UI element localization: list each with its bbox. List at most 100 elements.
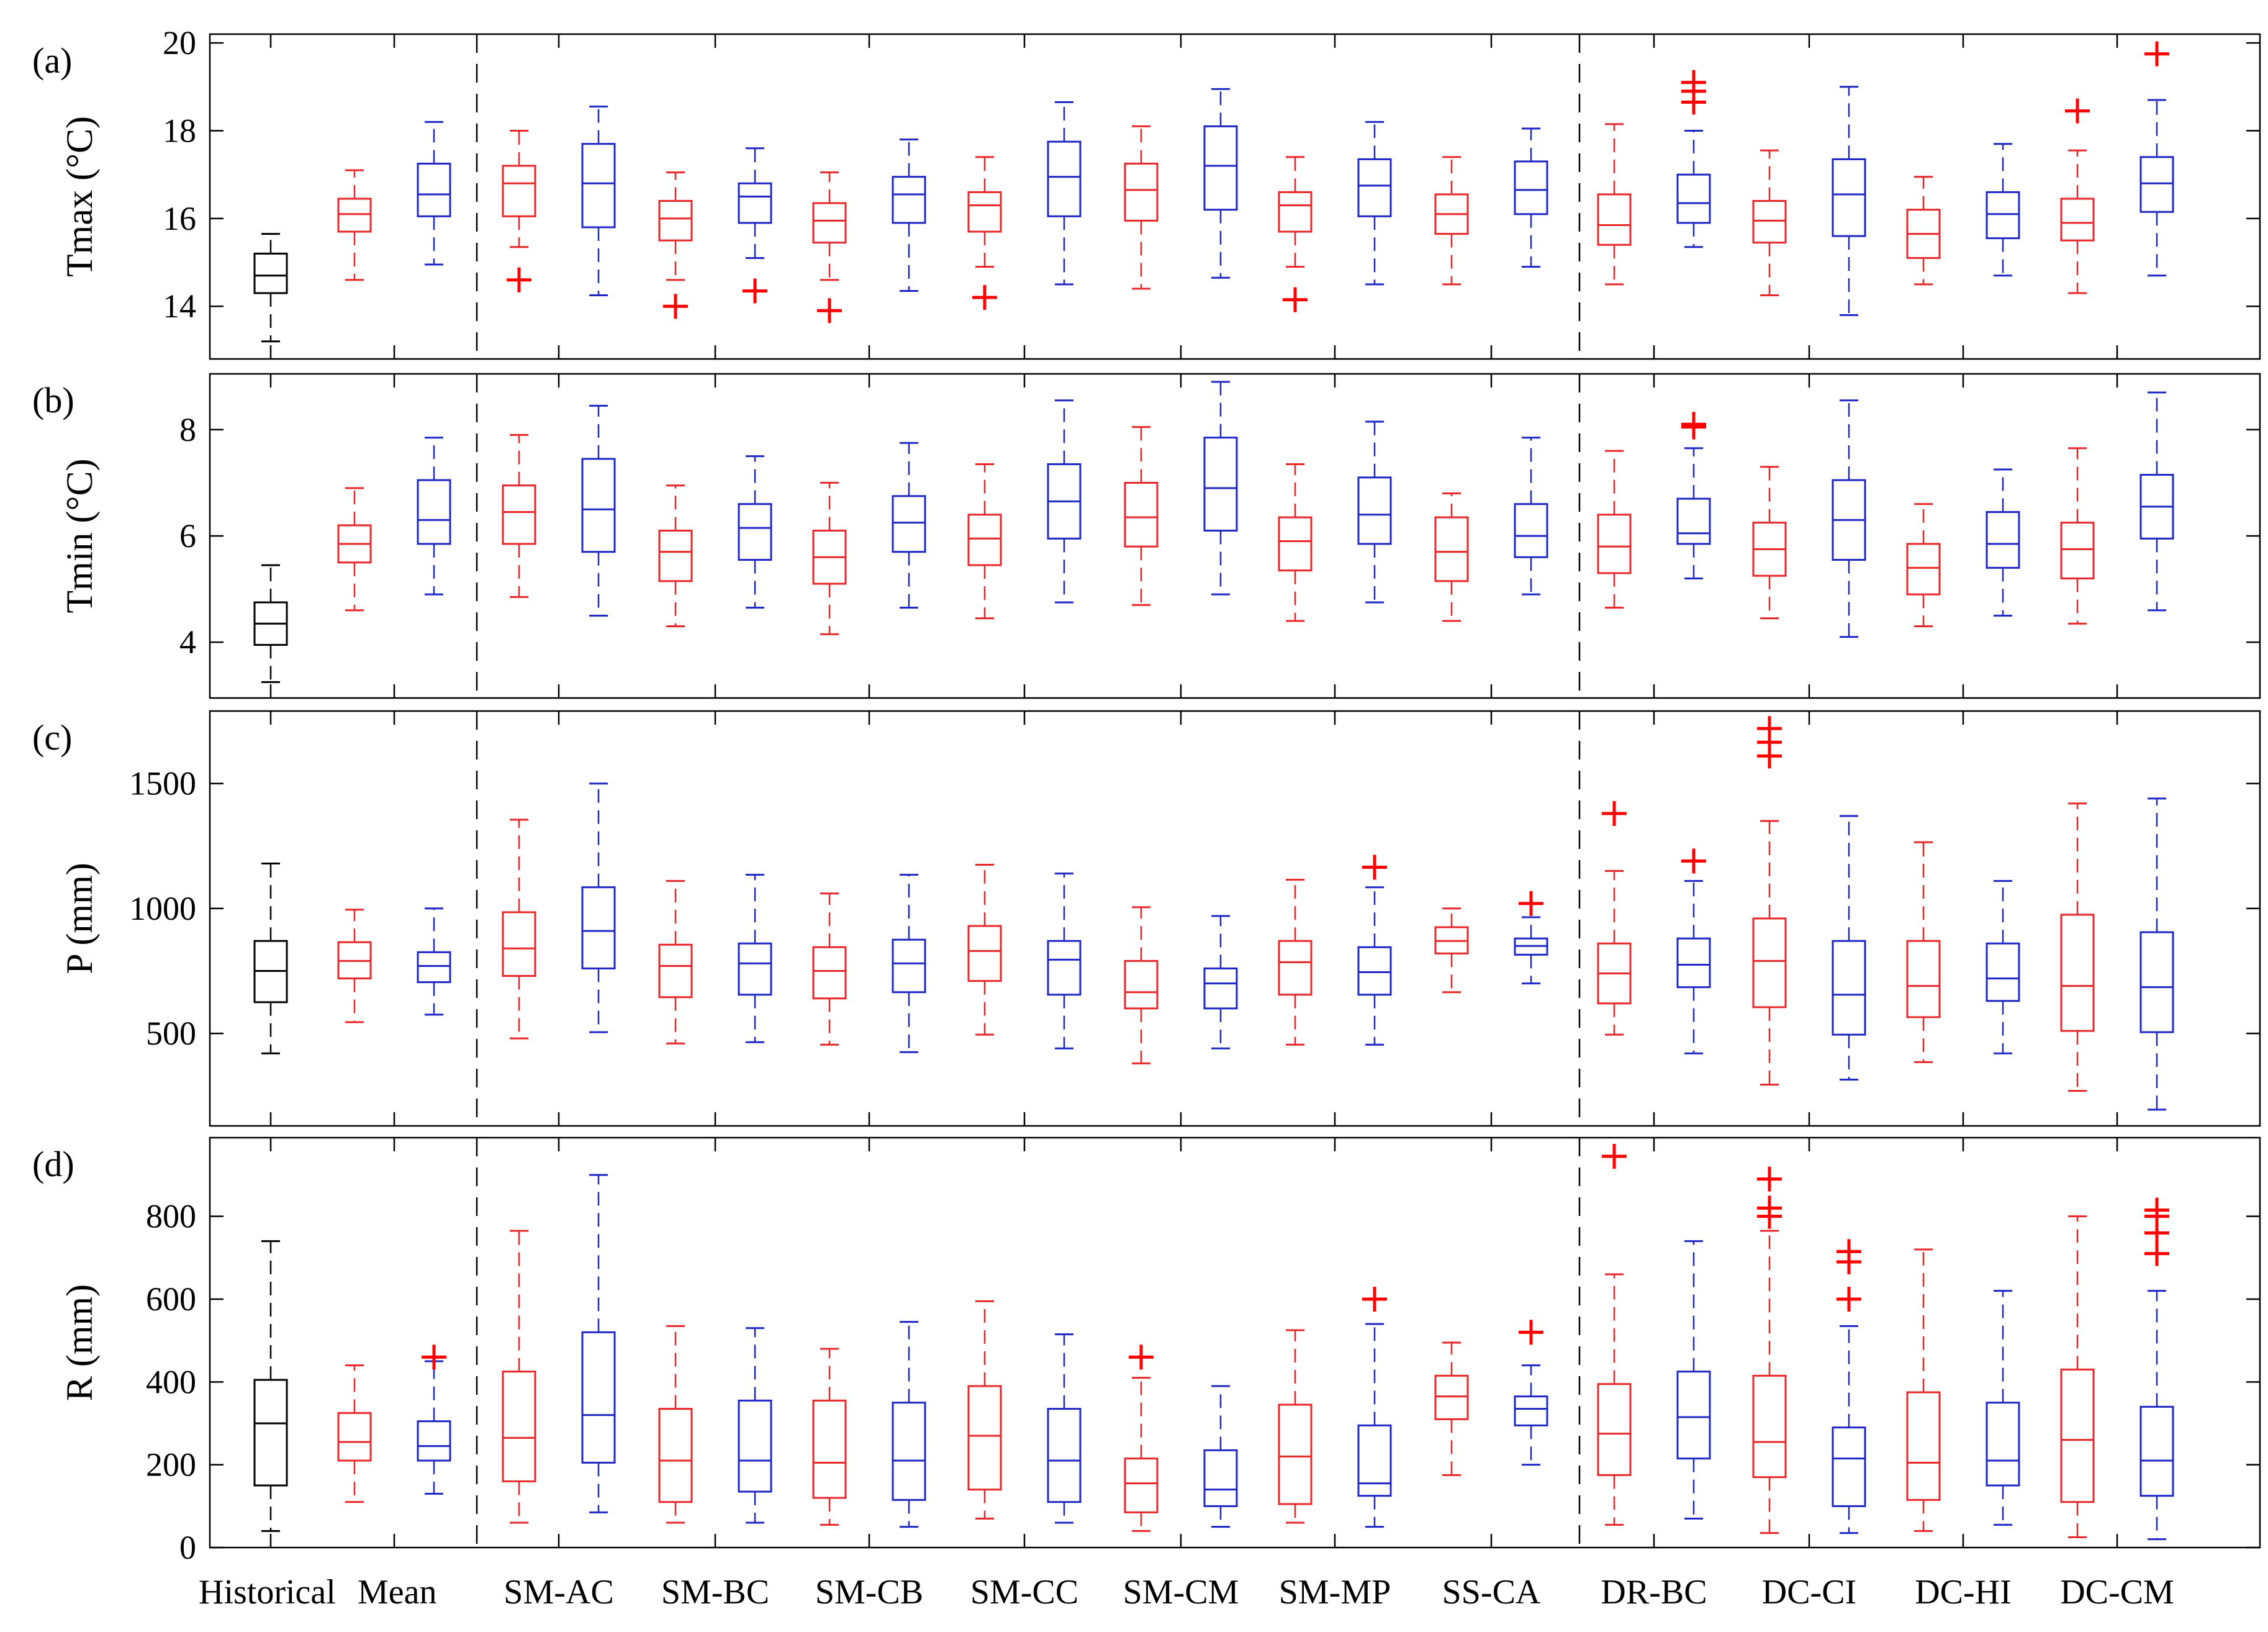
iqr-box [812, 946, 847, 1000]
iqr-box [1832, 1426, 1866, 1507]
box-historical-black [253, 233, 288, 343]
box-sm-bc-blue [738, 147, 772, 304]
iqr-box [1986, 1402, 2020, 1487]
box-ss-ca-red [1434, 1341, 1469, 1476]
box-sm-ac-red [502, 433, 536, 598]
box-dc-hi-red [1906, 841, 1941, 1063]
box-sm-cm-red [1124, 1344, 1159, 1532]
iqr-box [502, 911, 536, 977]
outlier-marker [972, 285, 997, 311]
box-dc-ci-red [1752, 1166, 1787, 1535]
box-mean-red [337, 169, 372, 281]
x-tick-label: DC-CM [2060, 1573, 2174, 1612]
iqr-box [417, 479, 451, 545]
iqr-box [581, 458, 616, 553]
panel-label: (a) [32, 40, 72, 81]
iqr-box [1514, 160, 1548, 215]
iqr-box [2060, 1368, 2095, 1503]
box-sm-ac-red [502, 818, 536, 1040]
iqr-box [1752, 200, 1787, 244]
box-sm-ac-blue [581, 782, 616, 1033]
iqr-box [1124, 162, 1159, 222]
outlier-marker [1602, 800, 1627, 826]
box-sm-cb-blue [892, 442, 926, 609]
iqr-box [1986, 191, 2020, 240]
iqr-box [581, 1331, 616, 1464]
x-tick-label: SM-BC [661, 1573, 769, 1612]
panel-c: 500 1000 1500 (c) P (mm) [32, 710, 2261, 1127]
iqr-box [1752, 917, 1787, 1009]
y-tick-label: 6 [179, 517, 196, 555]
iqr-box [892, 176, 926, 224]
panel-label: (c) [32, 717, 72, 758]
outlier-marker [1602, 1144, 1627, 1169]
outlier-marker [2065, 98, 2090, 124]
y-tick-label: 1500 [129, 765, 196, 802]
iqr-box [1047, 140, 1082, 217]
panel-label: (d) [32, 1144, 75, 1184]
iqr-box [581, 886, 616, 969]
iqr-box [812, 202, 847, 244]
panels: 14 16 18 20 (a) Tmax (°C) 4 6 8 (b) Tmin (°C) 500 10… [32, 24, 2261, 1566]
iqr-box [337, 197, 372, 233]
box-ss-ca-red [1434, 907, 1469, 994]
box-sm-mp-red [1278, 1329, 1312, 1524]
iqr-box [417, 1420, 451, 1462]
iqr-box [1906, 940, 1941, 1018]
box-sm-mp-red [1278, 463, 1312, 622]
iqr-box [502, 1371, 536, 1482]
box-sm-mp-blue [1357, 120, 1392, 286]
box-ss-ca-blue [1514, 891, 1548, 985]
x-tick-label: Historical [199, 1573, 336, 1612]
outlier-marker [1837, 1239, 1861, 1264]
box-dc-ci-red [1752, 716, 1787, 1086]
box-dc-cm-blue [2139, 797, 2174, 1111]
iqr-box [658, 1408, 693, 1503]
outlier-marker [2144, 41, 2169, 66]
box-sm-mp-blue [1357, 1287, 1392, 1528]
outlier-marker [507, 267, 531, 292]
box-dc-hi-blue [1986, 468, 2020, 617]
y-tick-label: 0 [179, 1529, 196, 1566]
iqr-box [417, 951, 451, 984]
outlier-marker [1129, 1344, 1154, 1370]
box-sm-cm-red [1124, 125, 1159, 290]
box-sm-ac-blue [581, 1174, 616, 1513]
box-dr-bc-blue [1676, 848, 1711, 1054]
x-tick-label: SM-AC [504, 1573, 613, 1612]
outlier-marker [1757, 716, 1782, 741]
iqr-box [1278, 940, 1312, 996]
iqr-box [1357, 1424, 1392, 1497]
y-axis-label: R (mm) [59, 1284, 100, 1401]
outlier-marker [2144, 1241, 2169, 1266]
iqr-box [1986, 510, 2020, 569]
outlier-marker [1362, 855, 1387, 880]
box-sm-cb-blue [892, 138, 926, 292]
iqr-box [502, 165, 536, 217]
y-tick-label: 4 [179, 623, 196, 661]
box-sm-cm-blue [1203, 915, 1238, 1049]
iqr-box [502, 484, 536, 545]
iqr-box [1434, 1374, 1469, 1420]
outlier-marker [1362, 1287, 1387, 1312]
box-sm-mp-red [1278, 879, 1312, 1046]
outlier-marker [1681, 412, 1706, 437]
iqr-box [1203, 125, 1238, 211]
iqr-box [738, 182, 772, 224]
box-sm-bc-red [658, 171, 693, 319]
box-dc-ci-blue [1832, 1239, 1866, 1535]
iqr-box [2060, 913, 2095, 1032]
outlier-marker [1757, 1166, 1782, 1192]
box-ss-ca-blue [1514, 127, 1548, 268]
box-dc-ci-blue [1832, 399, 1866, 638]
x-tick-label: DC-CI [1762, 1573, 1856, 1612]
box-sm-cb-red [812, 892, 847, 1046]
iqr-box [1906, 543, 1941, 596]
iqr-box [1676, 173, 1711, 224]
box-sm-cm-blue [1203, 381, 1238, 596]
box-sm-ac-red [502, 129, 536, 292]
iqr-box [892, 938, 926, 994]
box-dr-bc-blue [1676, 1240, 1711, 1520]
iqr-box [1514, 503, 1548, 558]
iqr-box [1514, 1395, 1548, 1426]
